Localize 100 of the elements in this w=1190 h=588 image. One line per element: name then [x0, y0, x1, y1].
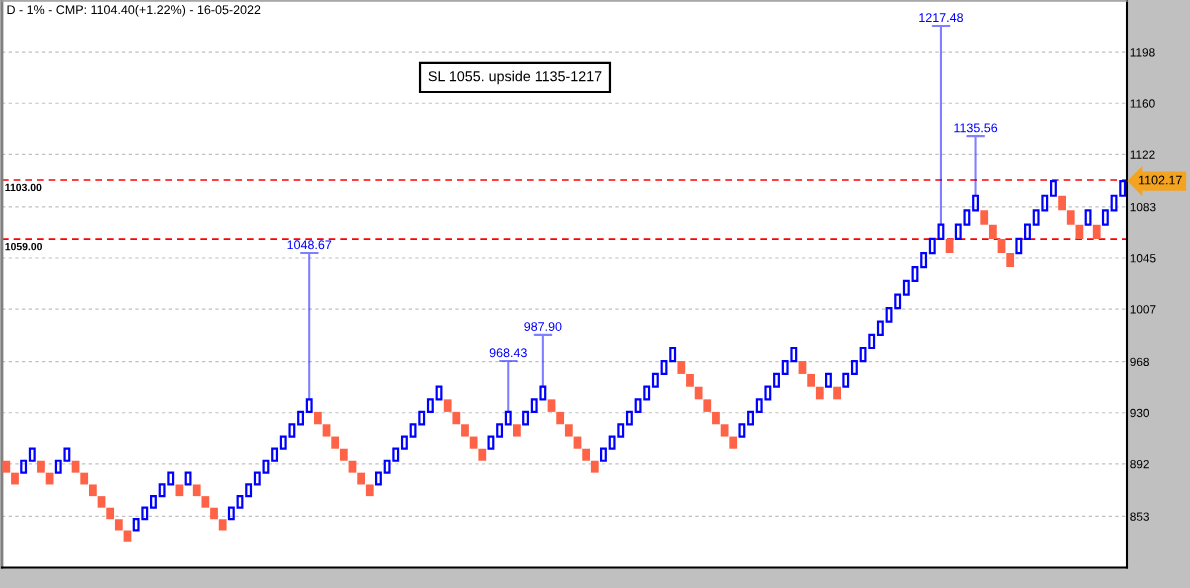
- candlestick: [660, 359, 668, 376]
- chart-title: D - 1% - CMP: 1104.40(+1.22%) - 16-05-2022: [7, 4, 261, 17]
- candlestick: [833, 386, 841, 400]
- ref-line-label: 1059.00: [5, 242, 42, 251]
- candlestick: [236, 495, 244, 509]
- text: 1217.48: [919, 13, 963, 23]
- candlestick: [28, 447, 36, 462]
- candlestick: [747, 410, 754, 426]
- y-tick-label: 1083: [1130, 202, 1156, 212]
- text: 968.43: [489, 348, 527, 358]
- candlestick: [807, 373, 816, 387]
- candlestick: [97, 496, 106, 508]
- text: 1102.17: [1139, 175, 1182, 185]
- candlestick: [365, 484, 374, 497]
- candlestick: [201, 496, 210, 508]
- candlestick: [729, 436, 738, 449]
- candlestick: [192, 484, 201, 497]
- text: 987.90: [524, 322, 562, 331]
- candlestick: [227, 506, 235, 521]
- y-tick-label: 930: [1130, 408, 1150, 418]
- candlestick: [686, 373, 694, 387]
- candlestick: [902, 279, 910, 296]
- candlestick: [773, 372, 780, 388]
- candlestick: [815, 386, 824, 400]
- candlestick: [478, 448, 487, 461]
- candlestick: [798, 361, 807, 374]
- candlestick: [1024, 223, 1031, 241]
- candlestick: [114, 519, 123, 531]
- candlestick: [150, 495, 157, 509]
- candlestick: [1084, 209, 1092, 226]
- candlestick: [694, 386, 703, 400]
- candlestick: [669, 346, 677, 363]
- y-tick-label: 1160: [1130, 99, 1155, 108]
- candlestick: [339, 448, 348, 461]
- candlestick: [106, 507, 115, 520]
- candlestick: [677, 361, 686, 374]
- candlestick: [850, 359, 858, 376]
- y-tick-label: 1122: [1130, 150, 1155, 159]
- candlestick: [80, 472, 89, 485]
- candlestick: [825, 372, 832, 388]
- candlestick: [590, 460, 599, 473]
- y-tick-label: 968: [1130, 357, 1149, 367]
- candlestick: [1050, 179, 1057, 197]
- candlestick: [738, 423, 746, 438]
- candlestick: [720, 424, 729, 437]
- candlestick: [348, 460, 357, 473]
- candlestick: [547, 399, 556, 412]
- candlestick: [88, 484, 97, 497]
- candlestick: [435, 385, 443, 401]
- candlestick: [400, 435, 408, 450]
- candlestick: [1110, 194, 1118, 212]
- ref-line-label: 1103.00: [5, 183, 42, 192]
- candlestick: [322, 424, 331, 437]
- candlestick: [461, 424, 469, 437]
- candlestick: [1092, 224, 1101, 239]
- y-tick-label: 892: [1130, 459, 1149, 469]
- candlestick: [2, 460, 11, 473]
- candlestick: [331, 436, 340, 449]
- candlestick: [582, 448, 591, 461]
- text: 1135.56: [954, 123, 998, 133]
- candlestick: [911, 265, 919, 282]
- y-tick-label: 1045: [1130, 254, 1156, 263]
- candlestick: [513, 424, 521, 437]
- candlestick: [452, 411, 461, 425]
- candlestick: [11, 472, 19, 485]
- text: 1048.67: [287, 240, 332, 250]
- candlestick: [1006, 253, 1015, 268]
- candlestick: [469, 436, 478, 449]
- candlestick: [712, 411, 720, 425]
- candlestick: [876, 320, 884, 336]
- candlestick: [20, 459, 28, 474]
- candlestick: [564, 424, 573, 437]
- candlestick: [1015, 237, 1023, 255]
- candlestick: [1058, 195, 1066, 211]
- candlestick: [297, 410, 304, 426]
- candlestick: [271, 447, 279, 462]
- y-tick-label: 1198: [1130, 48, 1155, 57]
- candlestick: [556, 411, 565, 425]
- candlestick: [651, 372, 659, 388]
- candlestick: [245, 483, 253, 498]
- candlestick: [625, 410, 633, 426]
- candlestick: [703, 399, 712, 412]
- candlestick: [496, 423, 504, 438]
- candlestick: [1119, 179, 1127, 197]
- candlestick: [522, 410, 529, 426]
- candlestick: [600, 447, 607, 462]
- y-tick-label: 853: [1130, 512, 1149, 521]
- candlestick: [1101, 209, 1109, 226]
- candlestick: [37, 460, 45, 473]
- candlestick: [375, 471, 382, 486]
- candlestick: [1066, 210, 1075, 225]
- candlestick: [894, 293, 902, 310]
- candlestick: [71, 460, 80, 473]
- candlestick: [920, 251, 928, 269]
- candlestick: [123, 530, 132, 542]
- candlestick: [443, 399, 452, 412]
- candlestick: [175, 484, 184, 497]
- candlestick: [313, 411, 322, 425]
- candlestick: [487, 435, 495, 450]
- candlestick: [210, 507, 218, 520]
